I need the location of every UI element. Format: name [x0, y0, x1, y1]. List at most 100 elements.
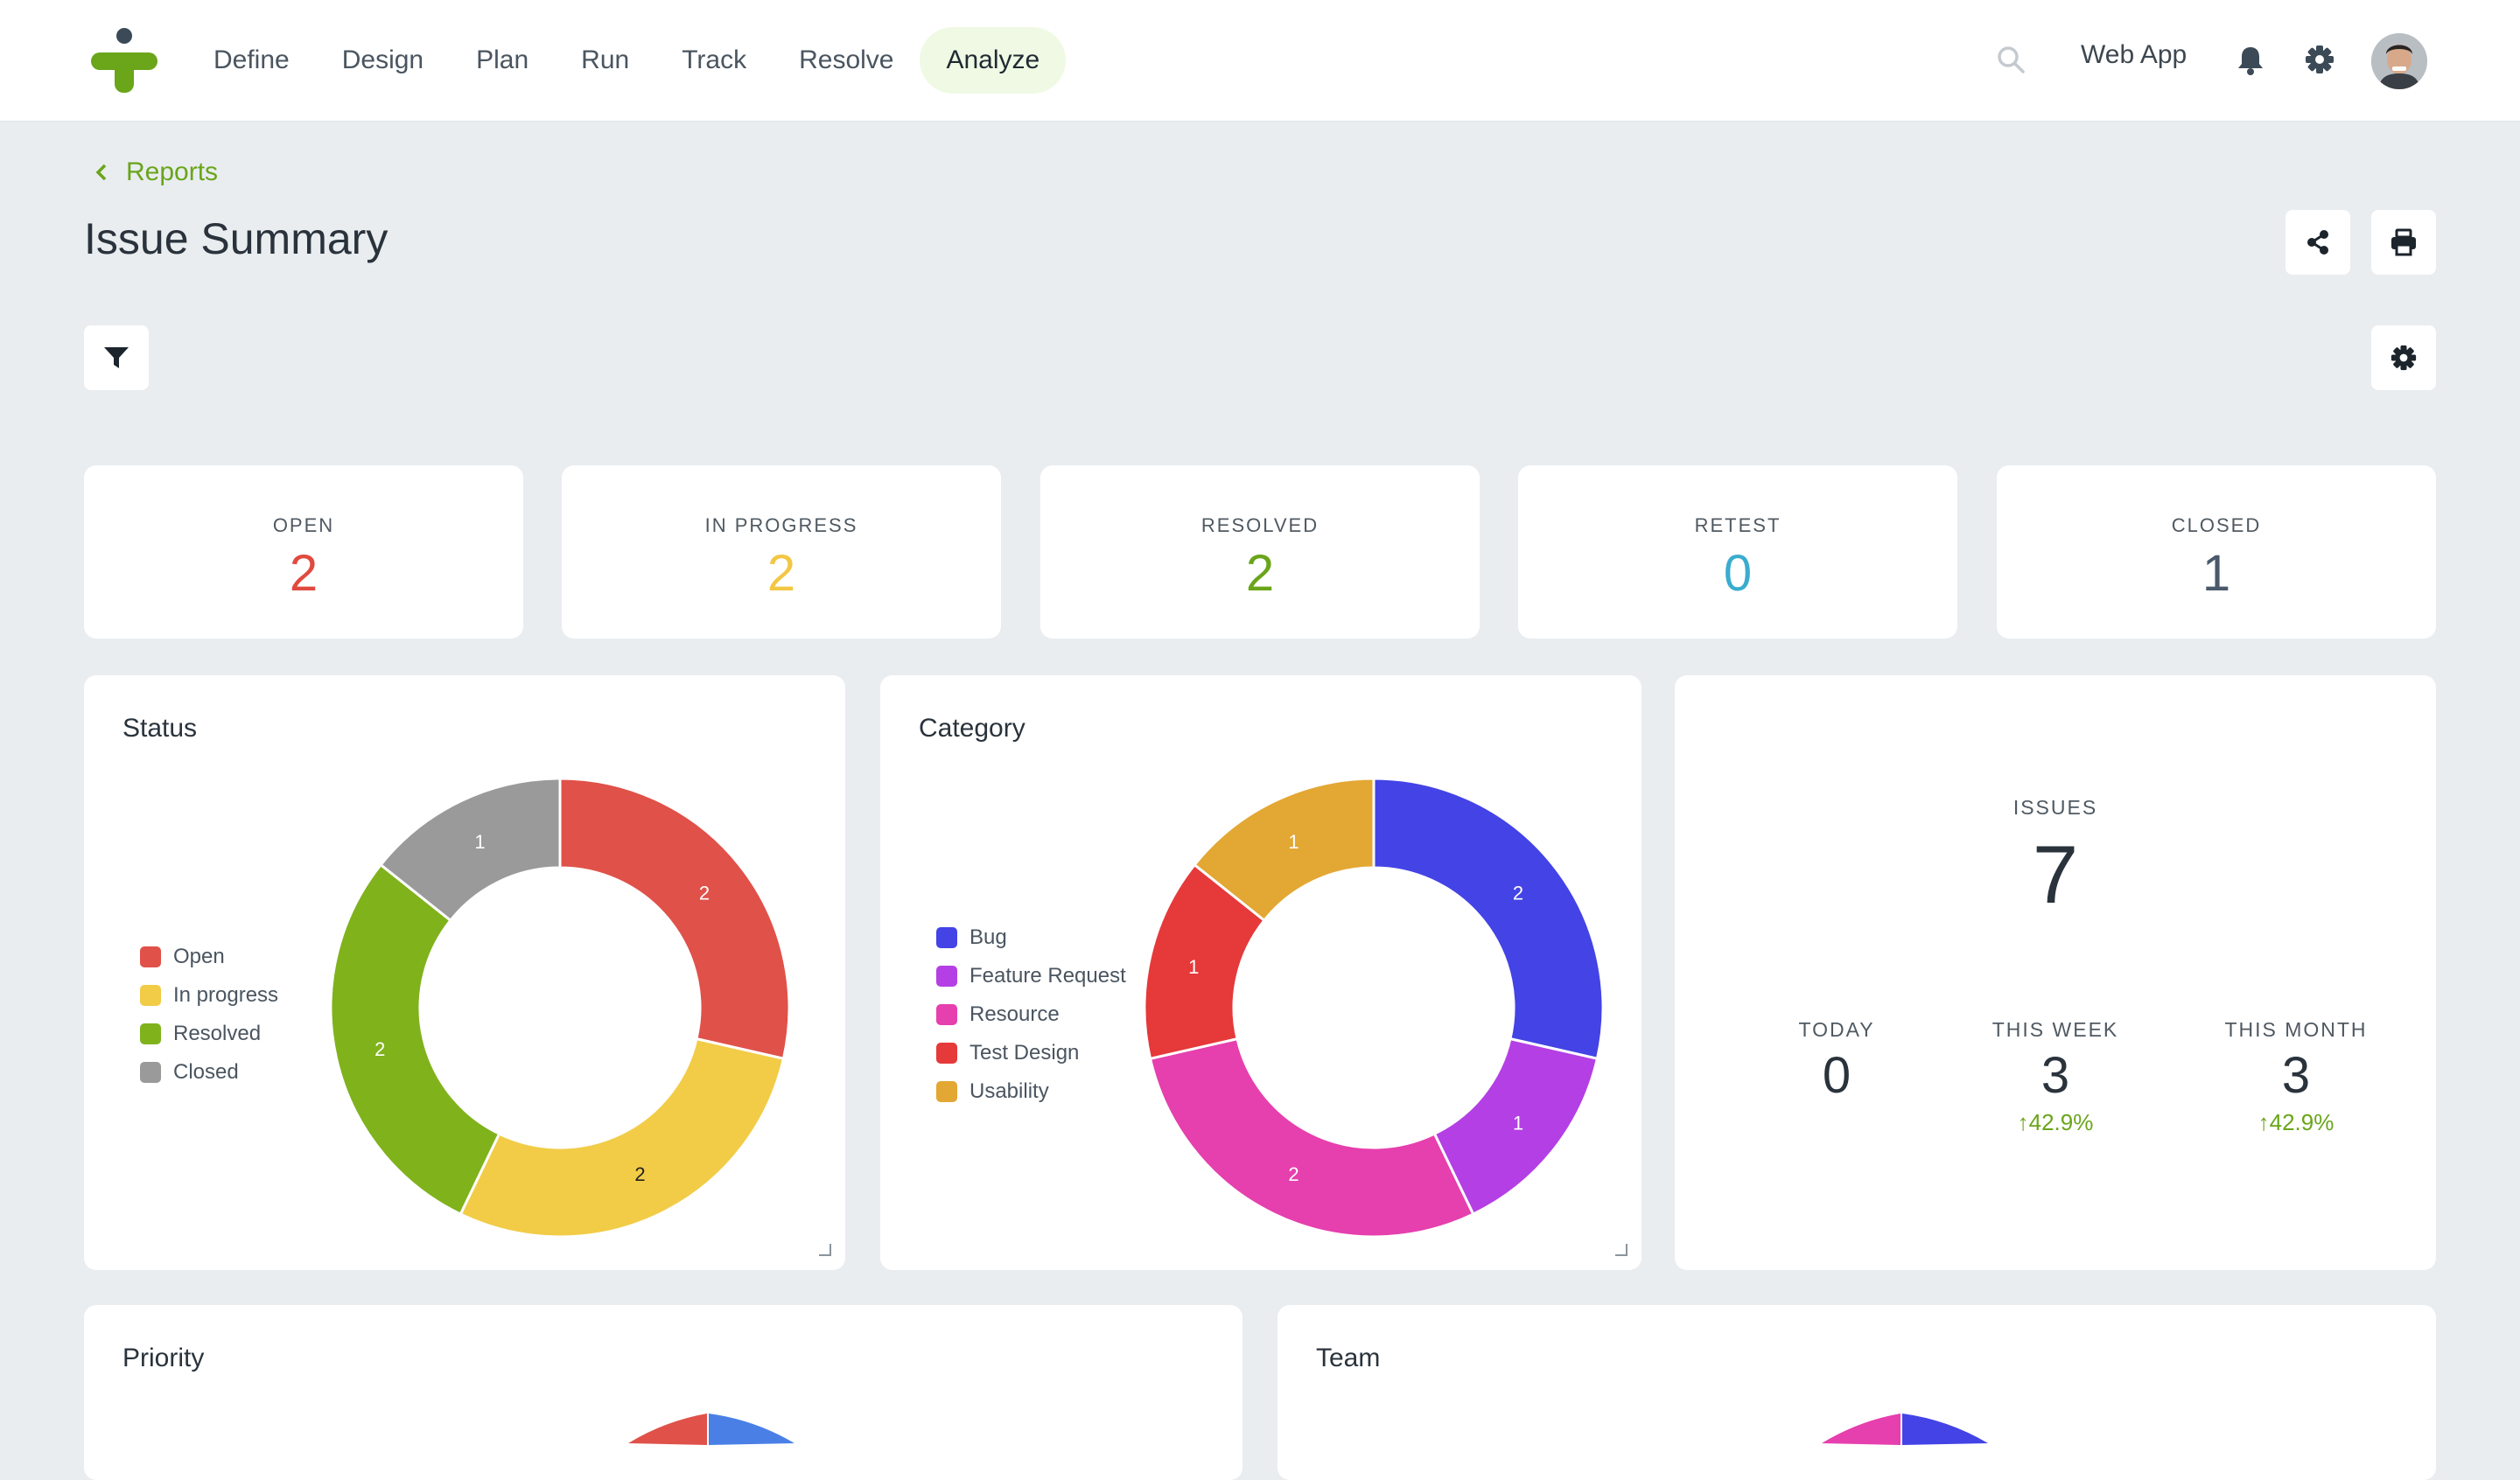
legend-item[interactable]: Bug	[936, 918, 1126, 957]
stat-card-in-progress[interactable]: IN PROGRESS 2	[562, 465, 1001, 639]
legend-item[interactable]: Resolved	[140, 1015, 278, 1053]
donut-slice-label: 1	[1513, 1113, 1523, 1134]
legend-item[interactable]: Test Design	[936, 1034, 1126, 1072]
panel-title: Status	[122, 714, 198, 743]
legend-swatch	[936, 1043, 957, 1064]
legend-label: Resource	[970, 1002, 1060, 1026]
panel-title: Priority	[122, 1344, 205, 1372]
status-donut-chart: 2 2 2 1	[329, 777, 791, 1239]
workspace-selector[interactable]: Web App	[2081, 40, 2188, 69]
priority-slice	[628, 1414, 707, 1445]
legend-swatch	[936, 927, 957, 948]
this-week-delta: ↑42.9%	[1981, 1109, 2130, 1136]
filter-icon	[104, 347, 129, 368]
issues-label: ISSUES	[2012, 796, 2098, 819]
donut-slice[interactable]	[1372, 777, 1605, 1061]
resize-handle[interactable]	[819, 1244, 831, 1256]
legend-item[interactable]: Usability	[936, 1072, 1126, 1111]
bell-icon[interactable]	[2236, 45, 2264, 75]
nav-resolve[interactable]: Resolve	[799, 45, 894, 74]
arrow-up-icon: ↑	[2258, 1109, 2270, 1135]
stat-card-closed[interactable]: CLOSED 1	[1997, 465, 2436, 639]
donut-slice[interactable]	[329, 862, 501, 1217]
print-button[interactable]	[2371, 210, 2436, 275]
donut-slice-label: 1	[474, 831, 485, 853]
legend-item[interactable]: Resource	[936, 995, 1126, 1034]
panel-title: Category	[919, 714, 1026, 743]
stat-value: 1	[2202, 545, 2231, 602]
legend-label: Resolved	[173, 1022, 262, 1045]
search-icon[interactable]	[1995, 44, 2026, 75]
donut-slice[interactable]	[379, 777, 562, 923]
breadcrumb-reports-link[interactable]: Reports	[126, 157, 219, 186]
team-chart-panel: Team	[1278, 1305, 2436, 1480]
panel-title: Team	[1316, 1344, 1381, 1372]
stat-card-open[interactable]: OPEN 2	[84, 465, 523, 639]
today-label: TODAY	[1798, 1018, 1875, 1041]
share-button[interactable]	[2286, 210, 2350, 275]
donut-slice[interactable]	[1193, 777, 1376, 923]
legend-label: Open	[173, 945, 225, 968]
breadcrumb[interactable]: Reports	[91, 157, 218, 187]
nav-plan[interactable]: Plan	[476, 45, 529, 74]
donut-slice-label: 1	[1188, 956, 1199, 978]
resize-handle[interactable]	[1615, 1244, 1628, 1256]
donut-slice-label: 2	[634, 1163, 645, 1185]
nav-define[interactable]: Define	[214, 45, 290, 74]
legend-label: Test Design	[970, 1041, 1080, 1065]
donut-slice-label: 1	[1288, 831, 1298, 853]
legend-swatch	[140, 1062, 161, 1083]
print-icon	[2391, 228, 2416, 256]
stat-value: 2	[289, 545, 318, 602]
team-slice	[1822, 1414, 1900, 1445]
stat-label: IN PROGRESS	[704, 514, 858, 536]
legend-item[interactable]: In progress	[140, 976, 278, 1015]
donut-slice-label: 2	[374, 1038, 385, 1060]
stat-value: 0	[1723, 545, 1753, 602]
this-month-value: 3	[2281, 1047, 2311, 1104]
filter-button[interactable]	[84, 325, 149, 390]
priority-donut-chart	[628, 1414, 794, 1445]
stat-label: RESOLVED	[1200, 514, 1320, 536]
legend-item[interactable]: Open	[140, 938, 278, 976]
user-avatar[interactable]	[2371, 33, 2427, 89]
donut-slice[interactable]	[458, 1037, 786, 1239]
this-week-value: 3	[2040, 1047, 2070, 1104]
page-title: Issue Summary	[84, 214, 388, 263]
team-slice	[1902, 1414, 1988, 1445]
legend-label: In progress	[173, 983, 279, 1007]
legend-item[interactable]: Closed	[140, 1053, 278, 1092]
legend-item[interactable]: Feature Request	[936, 957, 1126, 995]
status-legend: Open In progress Resolved Closed	[140, 938, 278, 1092]
legend-swatch	[936, 1004, 957, 1025]
this-month-delta-value: 42.9%	[2269, 1109, 2334, 1135]
legend-swatch	[936, 966, 957, 987]
category-legend: Bug Feature Request Resource Test Design Usa…	[936, 918, 1126, 1111]
today-value: 0	[1822, 1047, 1852, 1104]
gear-icon	[2390, 345, 2417, 371]
nav-run[interactable]: Run	[581, 45, 630, 74]
stat-card-resolved[interactable]: RESOLVED 2	[1040, 465, 1480, 639]
issues-kpi-panel: ISSUES 7 TODAY 0 THIS WEEK 3 ↑42.9% THIS…	[1675, 675, 2436, 1270]
legend-swatch	[140, 985, 161, 1006]
nav-track[interactable]: Track	[682, 45, 747, 74]
settings-gear-icon[interactable]	[2305, 45, 2334, 74]
nav-design[interactable]: Design	[341, 45, 424, 74]
category-chart-panel: Category Bug Feature Request Resource Test …	[880, 675, 1642, 1270]
donut-slice[interactable]	[1148, 1037, 1475, 1239]
priority-slice	[709, 1414, 794, 1445]
avatar-portrait-icon	[2371, 33, 2427, 89]
this-month-label: THIS MONTH	[2224, 1018, 2368, 1041]
legend-swatch	[140, 946, 161, 967]
donut-slice[interactable]	[558, 777, 791, 1061]
main-nav: Define Design Plan Run Track Resolve Ana…	[187, 26, 1067, 94]
app-logo-icon[interactable]	[91, 28, 158, 93]
legend-label: Closed	[173, 1060, 239, 1084]
stat-card-retest[interactable]: RETEST 0	[1518, 465, 1957, 639]
legend-label: Bug	[970, 925, 1007, 949]
nav-analyze[interactable]: Analyze	[920, 27, 1067, 94]
stat-label: OPEN	[272, 514, 335, 536]
category-donut-chart: 2 1 2 1 1	[1143, 777, 1605, 1239]
layout-settings-button[interactable]	[2371, 325, 2436, 390]
